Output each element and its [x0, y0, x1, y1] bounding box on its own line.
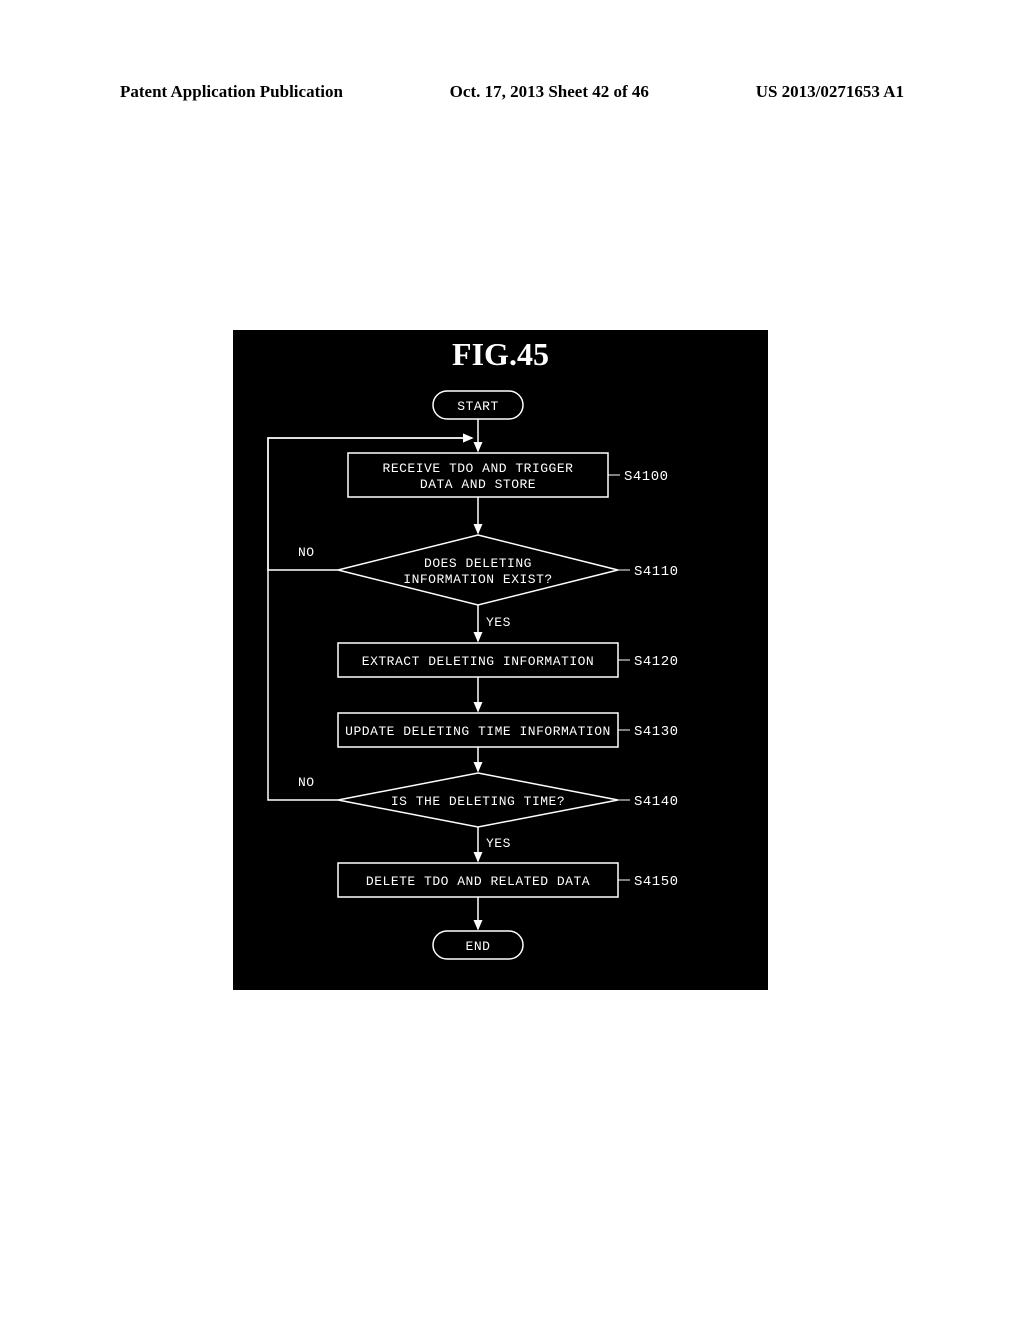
loopback-s4140: [268, 438, 472, 800]
s4110-label-0: DOES DELETING: [424, 556, 532, 571]
s4150-label-0: DELETE TDO AND RELATED DATA: [366, 874, 590, 889]
s4120-label-0: EXTRACT DELETING INFORMATION: [362, 654, 594, 669]
s4110-label-1: INFORMATION EXIST?: [403, 572, 552, 587]
s4140-ref: S4140: [634, 794, 679, 810]
s4100-ref: S4100: [624, 469, 669, 485]
header-right: US 2013/0271653 A1: [756, 82, 904, 102]
page-header: Patent Application Publication Oct. 17, …: [120, 82, 904, 102]
s4140-label-0: IS THE DELETING TIME?: [391, 794, 565, 809]
edge-label-s4140-s4150: YES: [486, 836, 511, 851]
flowchart-svg: START RECEIVE TDO AND TRIGGERDATA AND STO…: [233, 330, 768, 990]
s4100-label-1: DATA AND STORE: [420, 477, 536, 492]
end-label: END: [466, 939, 491, 954]
header-left: Patent Application Publication: [120, 82, 343, 102]
figure-panel: FIG.45 STARTRECEIVE TDO AND TRIGGERDATA …: [233, 330, 768, 990]
s4110-ref: S4110: [634, 564, 679, 580]
start-label: START: [457, 399, 499, 414]
s4150-ref: S4150: [634, 874, 679, 890]
loopback-label-s4110: NO: [298, 545, 315, 560]
header-center: Oct. 17, 2013 Sheet 42 of 46: [450, 82, 649, 102]
edge-label-s4110-s4120: YES: [486, 615, 511, 630]
loopback-label-s4140: NO: [298, 775, 315, 790]
s4130-label-0: UPDATE DELETING TIME INFORMATION: [345, 724, 611, 739]
s4130-ref: S4130: [634, 724, 679, 740]
s4100-label-0: RECEIVE TDO AND TRIGGER: [383, 461, 574, 476]
s4120-ref: S4120: [634, 654, 679, 670]
